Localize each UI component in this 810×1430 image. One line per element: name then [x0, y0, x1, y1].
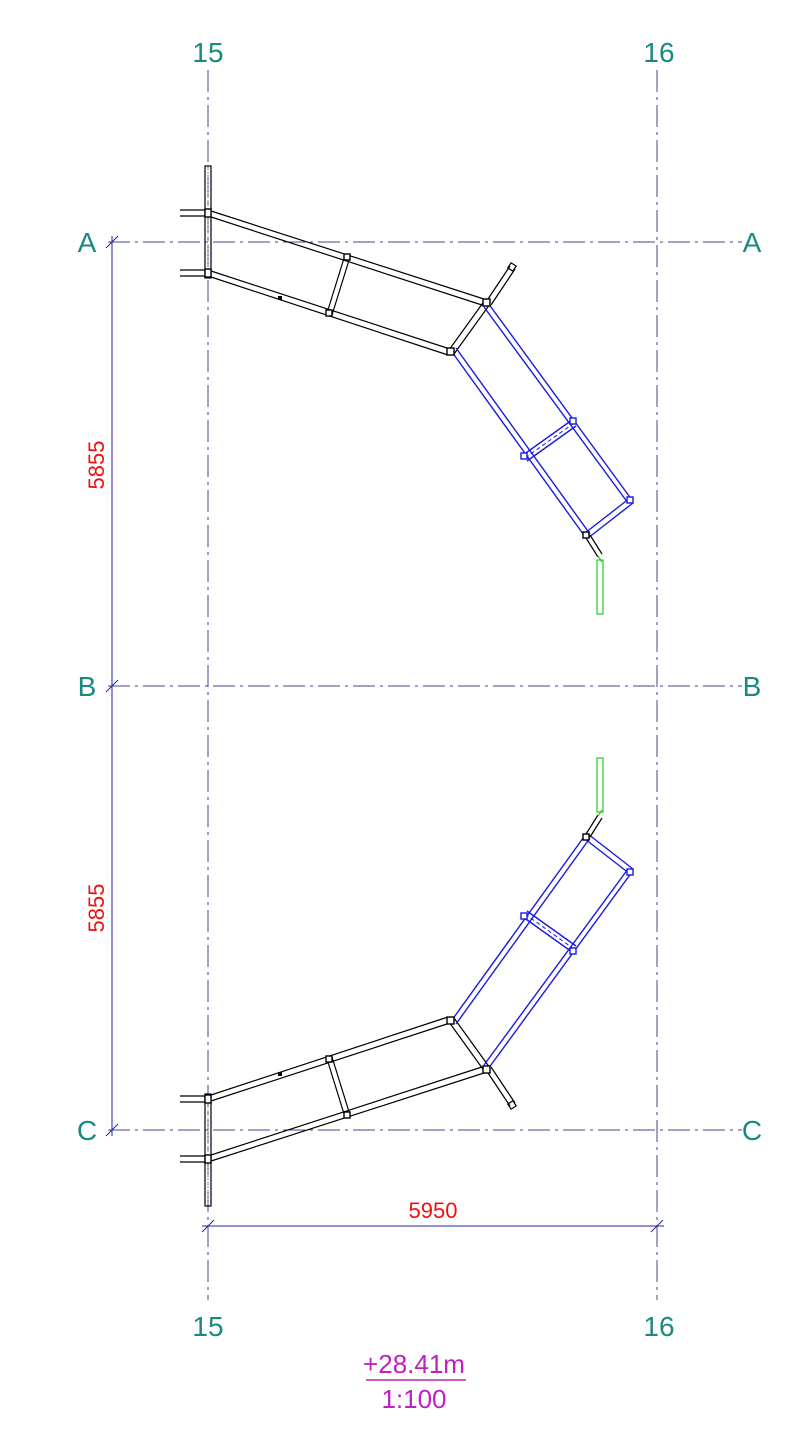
lower-stair-members: [180, 757, 634, 1207]
axis-label-16-bottom: 16: [643, 1311, 674, 1342]
dimension-text-bc: 5855: [84, 884, 109, 933]
upper-bolt-mark: [278, 296, 282, 300]
upper-blue-cross-end-a: [584, 497, 631, 534]
upper-green-link: [597, 555, 603, 563]
upper-blue-cross-end-b: [587, 502, 634, 539]
upper-crossbeam-end-a: [448, 299, 486, 351]
lower-post-b: [490, 1066, 516, 1104]
lower-blk-stub-b: [589, 817, 603, 838]
upper-joint-4: [325, 309, 333, 317]
lower-green-link: [597, 809, 603, 817]
lower-crossbeam-mid-a: [326, 1058, 346, 1118]
upper-blue-cross-mid-dash: [524, 422, 575, 459]
lower-green-member: [596, 757, 604, 813]
upper-blk-stub-a: [585, 537, 599, 558]
lower-stringer-top-b: [207, 1065, 486, 1157]
upper-crossbeam-mid-a: [326, 254, 346, 314]
upper-joint-1: [204, 208, 212, 218]
upper-green-member: [596, 559, 604, 615]
upper-joint-10: [582, 531, 590, 539]
upper-joint-5: [482, 298, 491, 307]
upper-joint-6: [446, 347, 455, 356]
dimension-texts: 5855 5855 5950: [84, 441, 457, 1223]
lower-blue-stringer-2b: [455, 837, 591, 1025]
dimension-text-15-16: 5950: [409, 1198, 458, 1223]
upper-post-a: [485, 265, 511, 303]
upper-stringer-top-b: [207, 215, 486, 307]
level-annotation: +28.41m 1:100: [363, 1349, 466, 1414]
level-scale: 1:100: [381, 1384, 446, 1414]
axis-label-c-left: C: [77, 1115, 97, 1146]
lower-joint-4: [325, 1055, 333, 1063]
grid-lines: [108, 70, 742, 1300]
dim-tick-c: [105, 1123, 119, 1137]
upper-post-b: [490, 268, 516, 306]
lower-post-cap: [507, 1100, 517, 1110]
upper-joint-7: [569, 417, 577, 425]
upper-blue-cross-mid-a: [522, 419, 573, 456]
lower-crossbeam-end-b: [453, 1017, 491, 1069]
axis-label-b-left: B: [78, 671, 97, 702]
lower-joint-10: [582, 833, 590, 841]
upper-post-cap: [507, 262, 517, 272]
axis-label-b-right: B: [743, 671, 762, 702]
axis-label-a-left: A: [78, 227, 97, 258]
lower-joint-9: [626, 868, 634, 876]
lower-crossbeam-mid-b: [331, 1056, 351, 1116]
upper-crossbeam-mid-b: [331, 256, 351, 316]
lower-post-a: [485, 1069, 511, 1107]
upper-blue-stringer-2a: [451, 351, 587, 539]
axis-label-c-right: C: [742, 1115, 762, 1146]
lower-blue-cross-mid-a: [522, 916, 573, 953]
lower-joint-2: [204, 1094, 212, 1104]
axis-label-15-top: 15: [192, 37, 223, 68]
upper-blue-cross-mid-b: [526, 425, 577, 462]
lower-crossbeam-end-a: [448, 1021, 486, 1073]
axis-label-15-bottom: 15: [192, 1311, 223, 1342]
lower-blue-stringer-1a: [487, 871, 633, 1070]
upper-blue-stringer-1b: [483, 306, 629, 504]
upper-blk-stub-b: [589, 534, 603, 555]
lower-bolt-mark: [278, 1072, 282, 1076]
lower-blue-cross-mid-dash: [524, 913, 575, 950]
lower-joint-3: [343, 1111, 351, 1119]
upper-joint-9: [626, 496, 634, 504]
dim-tick-15: [201, 1219, 215, 1233]
dim-tick-16: [650, 1219, 664, 1233]
lower-blue-cross-mid-b: [526, 910, 577, 947]
dim-tick-b: [105, 679, 119, 693]
lower-column-post: [204, 1093, 212, 1207]
axis-label-a-right: A: [743, 227, 762, 258]
upper-stair-members: [180, 165, 634, 615]
lower-blue-stringer-2a: [451, 833, 587, 1021]
lower-joint-7: [569, 947, 577, 955]
dim-tick-a: [105, 235, 119, 249]
upper-blue-stringer-2b: [455, 347, 591, 535]
upper-joint-3: [343, 253, 351, 261]
lower-blue-cross-end-a: [584, 838, 631, 875]
lower-blue-cross-end-b: [587, 833, 634, 870]
upper-crossbeam-end-b: [453, 303, 491, 355]
dimension-text-ab: 5855: [84, 441, 109, 490]
level-elevation: +28.41m: [363, 1349, 465, 1379]
upper-joint-8: [520, 452, 528, 460]
dimension-lines: [105, 235, 664, 1233]
lower-blk-stub-a: [585, 814, 599, 835]
lower-joint-6: [446, 1016, 455, 1025]
lower-joint-8: [520, 912, 528, 920]
axis-label-16-top: 16: [643, 37, 674, 68]
axis-labels: 15 16 15 16 A A B B C C: [77, 37, 762, 1342]
lower-blue-stringer-1b: [483, 868, 629, 1066]
lower-joint-1: [204, 1154, 212, 1164]
upper-column-post: [204, 165, 212, 279]
upper-blue-stringer-1a: [487, 302, 633, 501]
lower-joint-5: [482, 1065, 491, 1074]
upper-joint-2: [204, 268, 212, 278]
